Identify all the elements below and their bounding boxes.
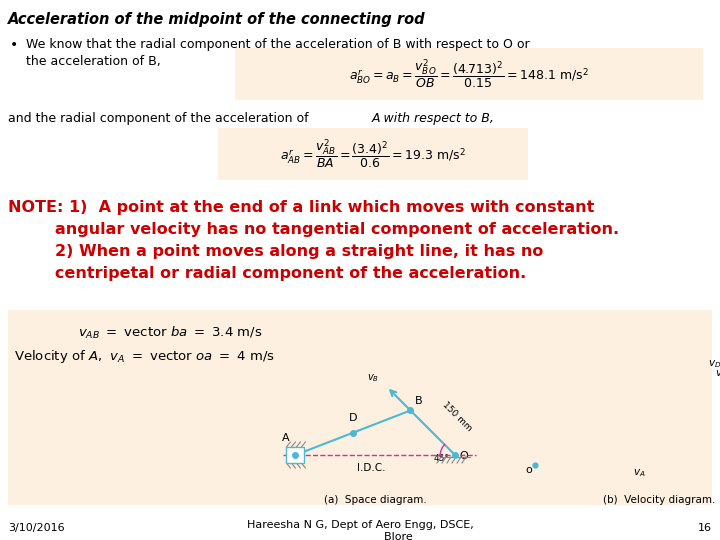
Text: A: A xyxy=(282,433,289,443)
Text: (b)  Velocity diagram.: (b) Velocity diagram. xyxy=(603,495,715,505)
Bar xyxy=(218,128,528,180)
Text: D: D xyxy=(349,413,357,423)
Text: (a)  Space diagram.: (a) Space diagram. xyxy=(323,495,426,505)
Bar xyxy=(287,447,305,463)
Text: centripetal or radial component of the acceleration.: centripetal or radial component of the a… xyxy=(55,266,526,281)
Text: A with respect to B,: A with respect to B, xyxy=(372,112,495,125)
Text: B: B xyxy=(415,396,422,407)
Text: NOTE: 1)  A point at the end of a link which moves with constant: NOTE: 1) A point at the end of a link wh… xyxy=(8,200,595,215)
Text: o: o xyxy=(525,465,532,475)
Text: 45°: 45° xyxy=(434,454,450,463)
Bar xyxy=(8,310,712,505)
Text: 3/10/2016: 3/10/2016 xyxy=(8,523,65,533)
Text: $v_A$: $v_A$ xyxy=(633,467,645,479)
Text: •: • xyxy=(10,38,18,52)
Bar xyxy=(235,48,703,100)
Text: Hareesha N G, Dept of Aero Engg, DSCE,
                      Blore: Hareesha N G, Dept of Aero Engg, DSCE, B… xyxy=(247,520,473,540)
Text: $v_B$: $v_B$ xyxy=(715,369,720,380)
Text: $a^r_{BO} = a_B = \dfrac{v^2_{BO}}{OB} = \dfrac{(4.713)^2}{0.15} = 148.1\ \mathr: $a^r_{BO} = a_B = \dfrac{v^2_{BO}}{OB} =… xyxy=(349,57,589,91)
Text: and the radial component of the acceleration of: and the radial component of the accelera… xyxy=(8,112,312,125)
Text: O: O xyxy=(459,451,468,461)
Text: 150 mm: 150 mm xyxy=(441,400,474,433)
Text: $v_{AB}\ =\ \mathrm{vector}\ \mathit{ba}\ =\ 3.4\ \mathrm{m/s}$: $v_{AB}\ =\ \mathrm{vector}\ \mathit{ba}… xyxy=(78,325,262,341)
Text: Velocity of $A$, $\ v_A\ =\ \mathrm{vector}\ \mathit{oa}\ =\ 4\ \mathrm{m/s}$: Velocity of $A$, $\ v_A\ =\ \mathrm{vect… xyxy=(14,348,276,365)
Text: I.D.C.: I.D.C. xyxy=(356,463,385,473)
Text: 16: 16 xyxy=(698,523,712,533)
Text: 2) When a point moves along a straight line, it has no: 2) When a point moves along a straight l… xyxy=(55,244,544,259)
Text: $v_B$: $v_B$ xyxy=(366,373,379,384)
Text: Acceleration of the midpoint of the connecting rod: Acceleration of the midpoint of the conn… xyxy=(8,12,426,27)
Text: $a^r_{AB} = \dfrac{v^2_{AB}}{BA} = \dfrac{(3.4)^2}{0.6} = 19.3\ \mathrm{m/s}^2$: $a^r_{AB} = \dfrac{v^2_{AB}}{BA} = \dfra… xyxy=(280,138,466,171)
Text: the acceleration of B,: the acceleration of B, xyxy=(26,55,161,68)
Text: We know that the radial component of the acceleration of B with respect to O or: We know that the radial component of the… xyxy=(26,38,530,51)
Text: angular velocity has no tangential component of acceleration.: angular velocity has no tangential compo… xyxy=(55,222,619,237)
Text: $v_D$: $v_D$ xyxy=(708,359,720,370)
